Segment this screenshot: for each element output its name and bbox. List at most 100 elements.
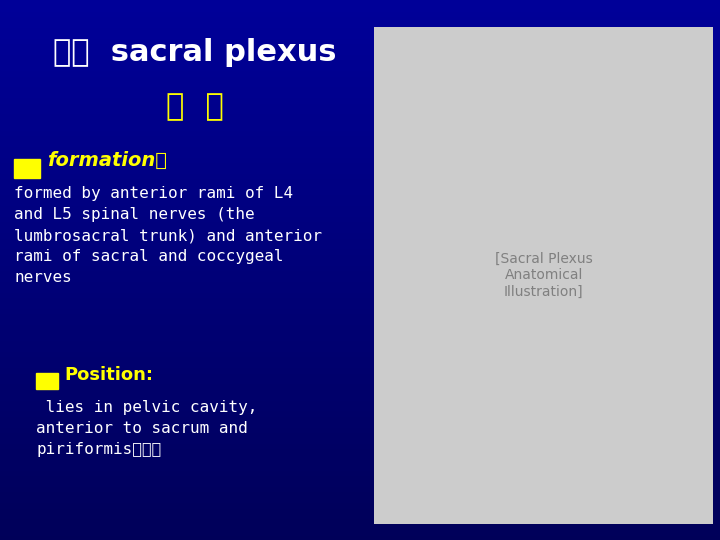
Bar bbox=[0, 265, 720, 270]
Text: lies in pelvic cavity,
anterior to sacrum and
piriformis梨状肌: lies in pelvic cavity, anterior to sacru… bbox=[36, 400, 257, 457]
Bar bbox=[0, 362, 720, 367]
Bar bbox=[0, 205, 720, 211]
Bar bbox=[0, 59, 720, 65]
Bar bbox=[0, 76, 720, 81]
Bar bbox=[0, 535, 720, 540]
Bar bbox=[0, 140, 720, 146]
Bar bbox=[0, 383, 720, 389]
Bar bbox=[0, 27, 720, 32]
Bar bbox=[0, 502, 720, 508]
Bar bbox=[0, 5, 720, 11]
Bar bbox=[0, 389, 720, 394]
Bar bbox=[0, 486, 720, 491]
Bar bbox=[0, 286, 720, 292]
Bar bbox=[0, 275, 720, 281]
FancyBboxPatch shape bbox=[14, 159, 40, 178]
Text: formation：: formation： bbox=[47, 151, 167, 170]
Bar bbox=[0, 119, 720, 124]
Bar bbox=[0, 167, 720, 173]
Bar bbox=[0, 329, 720, 335]
Bar bbox=[0, 113, 720, 119]
Bar bbox=[0, 281, 720, 286]
Bar bbox=[0, 405, 720, 410]
FancyBboxPatch shape bbox=[36, 373, 58, 389]
Bar bbox=[0, 232, 720, 238]
Bar bbox=[0, 508, 720, 513]
Bar bbox=[0, 86, 720, 92]
Bar bbox=[0, 32, 720, 38]
Bar bbox=[0, 513, 720, 518]
Bar bbox=[0, 65, 720, 70]
Bar bbox=[0, 243, 720, 248]
Bar bbox=[0, 49, 720, 54]
Bar bbox=[0, 378, 720, 383]
Bar bbox=[0, 319, 720, 324]
Bar bbox=[0, 302, 720, 308]
Bar bbox=[0, 529, 720, 535]
Bar bbox=[0, 0, 720, 5]
Bar bbox=[0, 410, 720, 416]
Bar bbox=[0, 22, 720, 27]
Bar bbox=[0, 173, 720, 178]
Bar bbox=[0, 162, 720, 167]
Bar bbox=[0, 454, 720, 459]
Bar bbox=[0, 178, 720, 184]
Bar bbox=[0, 475, 720, 481]
Bar bbox=[0, 367, 720, 373]
Bar bbox=[0, 238, 720, 243]
Bar bbox=[0, 356, 720, 362]
Bar bbox=[0, 200, 720, 205]
Bar bbox=[0, 103, 720, 108]
Bar bbox=[0, 81, 720, 86]
Bar bbox=[0, 443, 720, 448]
Bar bbox=[0, 481, 720, 486]
Bar bbox=[0, 421, 720, 427]
Bar bbox=[0, 373, 720, 378]
Bar bbox=[0, 135, 720, 140]
Bar bbox=[0, 437, 720, 443]
Bar bbox=[0, 97, 720, 103]
Bar bbox=[0, 416, 720, 421]
Bar bbox=[0, 432, 720, 437]
Bar bbox=[0, 491, 720, 497]
Bar bbox=[0, 92, 720, 97]
Bar bbox=[0, 157, 720, 162]
Bar bbox=[0, 313, 720, 319]
Bar bbox=[0, 130, 720, 135]
Bar bbox=[0, 38, 720, 43]
Bar bbox=[0, 54, 720, 59]
Bar bbox=[0, 124, 720, 130]
Bar bbox=[0, 146, 720, 151]
FancyBboxPatch shape bbox=[374, 27, 713, 524]
Bar bbox=[0, 346, 720, 351]
Bar bbox=[0, 427, 720, 432]
Bar bbox=[0, 11, 720, 16]
Bar bbox=[0, 308, 720, 313]
Bar bbox=[0, 108, 720, 113]
Text: [Sacral Plexus
Anatomical
Illustration]: [Sacral Plexus Anatomical Illustration] bbox=[495, 252, 593, 299]
Bar bbox=[0, 227, 720, 232]
Bar bbox=[0, 497, 720, 502]
Bar bbox=[0, 297, 720, 302]
Bar bbox=[0, 448, 720, 454]
Text: Position:: Position: bbox=[65, 366, 154, 384]
Bar bbox=[0, 221, 720, 227]
Bar bbox=[0, 335, 720, 340]
Bar bbox=[0, 216, 720, 221]
Bar bbox=[0, 151, 720, 157]
Bar bbox=[0, 270, 720, 275]
Bar bbox=[0, 524, 720, 529]
Bar bbox=[0, 470, 720, 475]
Bar bbox=[0, 43, 720, 49]
Bar bbox=[0, 254, 720, 259]
Bar bbox=[0, 16, 720, 22]
Bar bbox=[0, 184, 720, 189]
Bar bbox=[0, 459, 720, 464]
Bar bbox=[0, 464, 720, 470]
Bar bbox=[0, 70, 720, 76]
Bar bbox=[0, 518, 720, 524]
Text: 五、  sacral plexus: 五、 sacral plexus bbox=[53, 38, 336, 67]
Bar bbox=[0, 292, 720, 297]
Bar bbox=[0, 189, 720, 194]
Bar bbox=[0, 211, 720, 216]
